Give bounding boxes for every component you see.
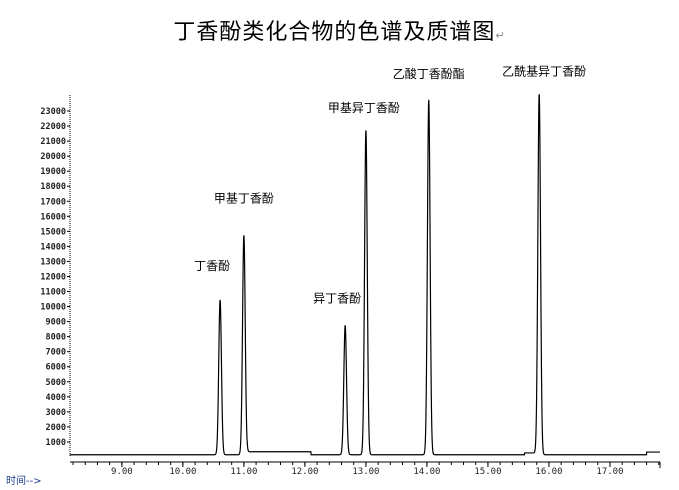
y-tick-label: 23000: [40, 107, 66, 117]
peak-apex: [365, 131, 367, 133]
return-mark: ↵: [495, 29, 506, 42]
x-tick-label: 15.00: [474, 467, 501, 477]
peak-apex: [538, 96, 540, 99]
peak-apex: [344, 327, 346, 329]
y-tick-label: 5000: [46, 378, 66, 388]
peak-label: 丁香酚: [194, 259, 230, 273]
y-tick-label: 14000: [40, 242, 66, 252]
y-tick-label: 12000: [40, 272, 66, 282]
peak-label: 甲基异丁香酚: [328, 101, 400, 115]
y-tick-label: 18000: [40, 182, 66, 192]
x-tick-label: 12.00: [291, 467, 318, 477]
chart-title: 丁香酚类化合物的色谱及质谱图↵: [0, 14, 679, 46]
y-tick-label: 11000: [40, 288, 66, 298]
y-tick-label: 8000: [46, 333, 66, 343]
y-tick-label: 19000: [40, 167, 66, 177]
x-tick-label: 17.00: [596, 467, 623, 477]
peak-label: 异丁香酚: [313, 292, 361, 306]
peak-apex: [428, 101, 430, 103]
y-tick-label: 22000: [40, 122, 66, 132]
y-tick-label: 7000: [46, 348, 66, 358]
y-tick-label: 9000: [46, 318, 66, 328]
x-axis-label: 时间-->: [6, 474, 42, 487]
x-tick-label: 16.00: [535, 467, 562, 477]
y-tick-label: 2000: [46, 423, 66, 433]
y-tick-label: 21000: [40, 137, 66, 147]
y-tick-label: 10000: [40, 303, 66, 313]
y-tick-label: 13000: [40, 257, 66, 267]
peak-apex: [219, 301, 221, 303]
y-tick-label: 16000: [40, 212, 66, 222]
y-tick-label: 3000: [46, 408, 66, 418]
peak-label: 甲基丁香酚: [214, 191, 274, 205]
peak-label: 乙酰基异丁香酚: [502, 64, 586, 78]
y-tick-label: 15000: [40, 227, 66, 237]
peak-apex: [243, 236, 245, 238]
chart-title-text: 丁香酚类化合物的色谱及质谱图: [173, 20, 496, 45]
peak-label: 乙酸丁香酚酯: [393, 66, 465, 81]
y-tick-label: 6000: [46, 363, 66, 373]
y-tick-label: 1000: [46, 438, 66, 448]
y-tick-label: 17000: [40, 197, 66, 207]
y-tick-label: 20000: [40, 152, 66, 162]
x-tick-label: 14.00: [413, 467, 440, 477]
chromatogram-trace: [70, 94, 660, 456]
x-tick-label: 13.00: [352, 467, 379, 477]
x-tick-label: 10.00: [169, 467, 196, 477]
y-tick-label: 4000: [46, 393, 66, 403]
x-tick-label: 11.00: [230, 467, 257, 477]
x-tick-label: 9.00: [111, 467, 133, 477]
